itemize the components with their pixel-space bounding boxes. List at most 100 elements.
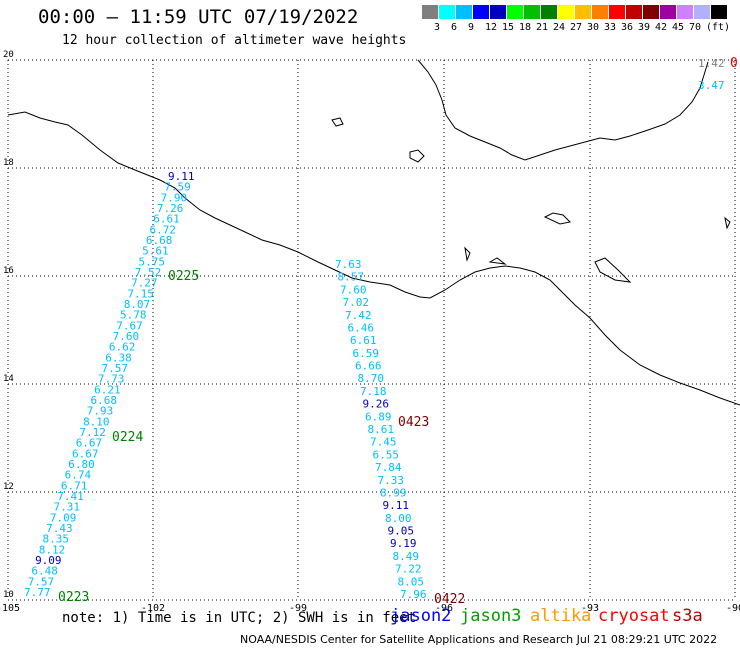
wave-height-value: 7.26	[157, 202, 184, 215]
color-scale-label: 45	[672, 22, 685, 33]
satellite-legend-item: cryosat	[598, 606, 670, 626]
wave-height-value: 7.60	[113, 330, 140, 343]
units-note: note: 1) Time is in UTC; 2) SWH is in fe…	[62, 610, 417, 626]
satellite-legend-item: altika	[530, 606, 592, 626]
wave-height-value: 7.84	[375, 461, 402, 474]
wave-height-value: 8.35	[42, 533, 69, 546]
wave-height-value: 7.57	[102, 362, 128, 375]
lon-tick-label: -90	[726, 603, 740, 614]
wave-height-value: 5.78	[120, 309, 147, 322]
edge-wave-value: 1.42	[698, 57, 725, 70]
color-swatch	[677, 5, 693, 19]
lat-tick-label: 16	[3, 266, 14, 276]
wave-height-value: 6.80	[68, 458, 95, 471]
island-4	[464, 246, 471, 262]
color-scale-label: 36	[621, 22, 634, 33]
color-swatch	[490, 5, 506, 19]
wave-height-value: 6.46	[348, 321, 375, 334]
wave-height-value: 9.09	[35, 554, 62, 567]
wave-height-value: 9.26	[363, 398, 390, 411]
color-scale-label: 39	[638, 22, 651, 33]
wave-height-value: 6.67	[72, 447, 99, 460]
wave-height-value: 6.21	[94, 383, 121, 396]
wave-height-value: 7.59	[164, 181, 191, 194]
color-scale-label: 12	[485, 22, 498, 33]
wave-height-value: 6.68	[90, 394, 117, 407]
color-swatch	[456, 5, 472, 19]
wave-height-value: 9.11	[168, 170, 195, 183]
island-5	[488, 257, 507, 265]
wave-height-value: 7.15	[127, 287, 154, 300]
wave-height-value: 7.77	[24, 586, 51, 599]
wave-height-value: 6.55	[373, 448, 400, 461]
color-scale-label: 9	[468, 22, 475, 33]
wave-height-value: 7.33	[378, 474, 405, 487]
color-scale-label: 21	[536, 22, 549, 33]
wave-height-value: 6.59	[353, 347, 380, 360]
color-swatch	[541, 5, 557, 19]
color-swatch	[524, 5, 540, 19]
wave-height-value: 7.45	[370, 436, 397, 449]
wave-height-value: 8.10	[83, 415, 110, 428]
wave-height-value: 7.96	[400, 588, 427, 601]
pass-time-label: 0422	[434, 592, 465, 607]
wave-height-value: 6.68	[146, 234, 173, 247]
credit-line: NOAA/NESDIS Center for Satellite Applica…	[240, 633, 718, 646]
wave-height-value: 7.22	[395, 563, 422, 576]
edge-values: 1.42 3.47	[698, 57, 725, 92]
lat-tick-label: 18	[3, 158, 14, 168]
lat-tick-label: 12	[3, 482, 14, 492]
wave-height-value: 7.31	[54, 501, 81, 514]
wave-height-value: 6.89	[365, 410, 392, 423]
altimeter-tracks: 9.117.597.907.266.616.726.685.615.757.52…	[24, 170, 427, 601]
pass-time-label: 0423	[398, 415, 429, 430]
color-swatch	[575, 5, 591, 19]
wave-height-value: 8.99	[380, 486, 407, 499]
edge-wave-value: 3.47	[698, 79, 725, 92]
map-subtitle: 12 hour collection of altimeter wave hei…	[62, 33, 407, 48]
wave-height-value: 8.05	[398, 575, 425, 588]
lon-tick-label: -102	[141, 603, 165, 614]
wave-height-value: 6.66	[355, 360, 382, 373]
wave-height-value: 7.12	[79, 426, 106, 439]
pass-time-label: 0224	[112, 430, 143, 445]
wave-height-value: 7.57	[28, 575, 54, 588]
lat-tick-label: 14	[3, 374, 14, 384]
island-1	[409, 149, 425, 163]
color-scale-label: 15	[502, 22, 515, 33]
lon-tick-label: -99	[289, 603, 307, 614]
wave-height-value: 7.09	[50, 511, 77, 524]
wave-height-value: 7.73	[98, 373, 125, 386]
wave-height-value: 8.70	[358, 372, 385, 385]
satellite-legend-item: jason3	[460, 606, 522, 626]
lat-tick-label: 20	[3, 50, 14, 60]
wave-height-value: 7.18	[360, 385, 387, 398]
wave-height-value: 7.90	[161, 191, 188, 204]
color-swatch	[558, 5, 574, 19]
color-scale-label: (ft)	[706, 22, 731, 33]
color-scale-label: 18	[519, 22, 532, 33]
wave-height-value: 7.52	[135, 266, 162, 279]
pass-time-labels: 0225 0224 0223 0423 0422 0	[58, 56, 738, 607]
color-swatch	[711, 5, 727, 19]
wave-height-value: 7.42	[345, 309, 372, 322]
lat-tick-label: 10	[3, 590, 14, 600]
wave-height-value: 6.61	[350, 334, 377, 347]
wave-height-value: 6.61	[153, 213, 180, 226]
wave-height-value: 7.63	[335, 258, 362, 271]
color-swatch	[439, 5, 455, 19]
pass-time-label: 0225	[168, 269, 199, 284]
wave-height-value: 8.57	[338, 271, 365, 284]
wave-height-value: 8.61	[368, 423, 395, 436]
satellite-legend-item: jason2	[390, 606, 452, 626]
island-3	[594, 257, 632, 283]
wave-height-value: 9.19	[390, 537, 417, 550]
lon-tick-label: -96	[435, 603, 453, 614]
island-2	[543, 212, 572, 225]
color-scale-label: 24	[553, 22, 566, 33]
color-swatch	[422, 5, 438, 19]
color-scale-label: 42	[655, 22, 668, 33]
color-scale-label: 3	[434, 22, 441, 33]
yucatan-gulf-coastline	[417, 59, 709, 161]
color-swatch	[626, 5, 642, 19]
